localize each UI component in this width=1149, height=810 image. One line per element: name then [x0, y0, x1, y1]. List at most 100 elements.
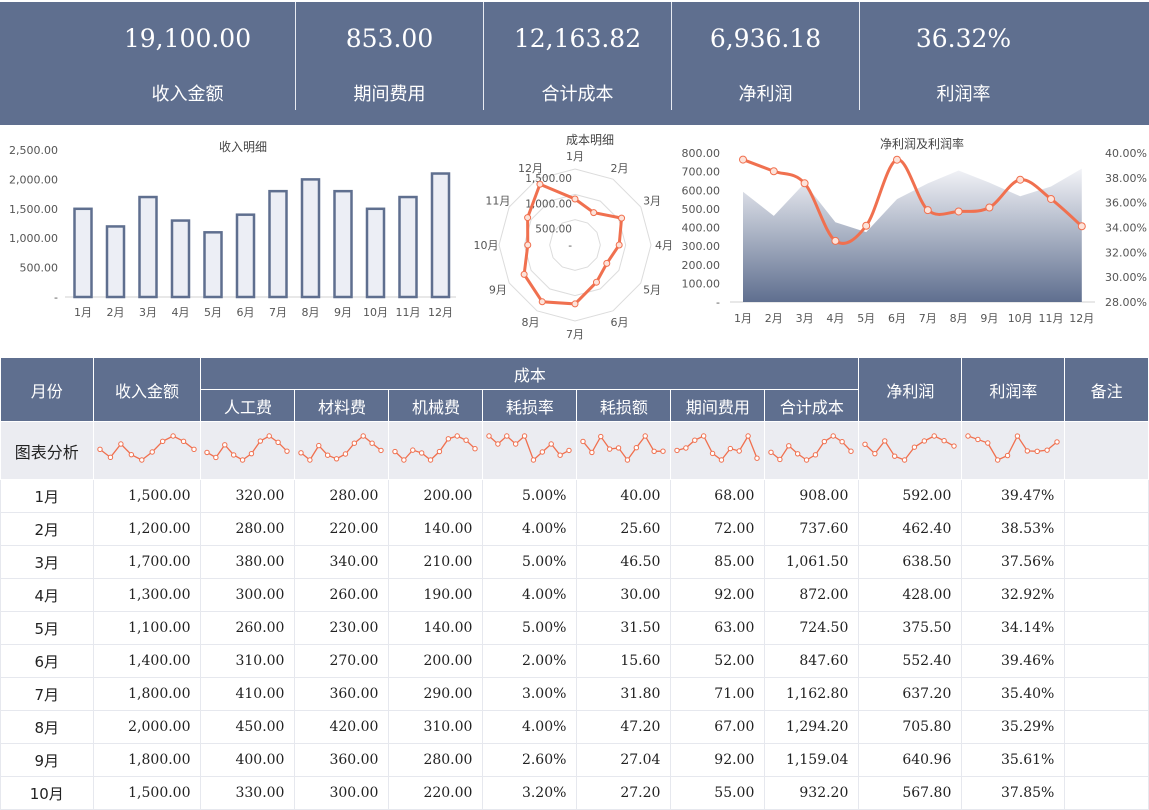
note-cell: [1064, 710, 1149, 744]
x-tick-label: 4月: [172, 306, 190, 319]
note-cell: [1064, 644, 1149, 678]
table-row: 8月 2,000.00 450.00 420.00 310.00 4.00% 47.20 67…: [0, 710, 1149, 744]
y-tick-label: 1,000.00: [9, 232, 58, 245]
profit-rate-point-10: [1016, 175, 1025, 184]
bar-11: [398, 195, 418, 299]
value-cell: 4.00%: [482, 710, 578, 744]
radar-point-12: [536, 180, 544, 188]
value-cell: 140.00: [388, 611, 484, 645]
table-row: 6月 1,400.00 310.00 270.00 200.00 2.00% 15.60 52…: [0, 644, 1149, 678]
value-cell: 67.00: [670, 710, 766, 744]
month-cell: 2月: [0, 512, 94, 546]
x-tick-label: 6月: [888, 312, 906, 325]
header-loss-amount: 耗损额: [576, 389, 672, 422]
value-cell: 1,300.00: [92, 578, 202, 612]
value-cell: 310.00: [388, 710, 484, 744]
radar-point-3: [618, 214, 626, 222]
value-cell: 908.00: [764, 479, 860, 513]
value-cell: 35.61%: [961, 743, 1066, 777]
value-cell: 400.00: [200, 743, 296, 777]
profit-rate-point-1: [739, 155, 747, 164]
value-cell: 85.00: [670, 545, 766, 579]
value-cell: 280.00: [294, 479, 390, 513]
sparkline-cell: [961, 421, 1066, 480]
y-left-tick-label: 300.00: [682, 240, 721, 253]
table-row: 3月 1,700.00 380.00 340.00 210.00 5.00% 46.50 85…: [0, 545, 1149, 579]
kpi-card: 36.32% 利润率: [859, 2, 1067, 110]
value-cell: 1,159.04: [764, 743, 860, 777]
value-cell: 34.14%: [961, 611, 1066, 645]
sparkline: [486, 433, 573, 463]
sparkline-cell: [388, 421, 484, 480]
value-cell: 1,400.00: [92, 644, 202, 678]
month-cell: 6月: [0, 644, 94, 678]
value-cell: 280.00: [200, 512, 296, 546]
y-tick-label: 1,500.00: [9, 203, 58, 216]
radar-axis-label: 11月: [485, 195, 510, 208]
bar-1: [73, 207, 93, 299]
bar-6: [235, 213, 256, 299]
sparkline-cell: [92, 421, 202, 480]
table-row: 4月 1,300.00 300.00 260.00 190.00 4.00% 30.00 92…: [0, 578, 1149, 612]
x-tick-label: 11月: [396, 306, 421, 319]
sparkline: [298, 433, 385, 463]
table-row: 7月 1,800.00 410.00 360.00 290.00 3.00% 31.80 71…: [0, 677, 1149, 711]
kpi-label: 收入金额: [151, 84, 224, 105]
radar-axis-label: 4月: [655, 239, 673, 252]
spark-label: 图表分析: [0, 421, 94, 480]
value-cell: 1,294.20: [764, 710, 860, 744]
x-tick-label: 1月: [734, 312, 752, 325]
value-cell: 35.40%: [961, 677, 1066, 711]
note-cell: [1064, 677, 1149, 711]
sparkline-cell: [858, 421, 963, 480]
value-cell: 71.00: [670, 677, 766, 711]
value-cell: 4.00%: [482, 578, 578, 612]
value-cell: 27.04: [576, 743, 672, 777]
note-cell: [1064, 743, 1149, 777]
bar-chart-title: 收入明细: [219, 140, 267, 154]
radar-tick-label: 500.00: [535, 224, 572, 236]
value-cell: 640.96: [858, 743, 963, 777]
y-left-tick-label: 200.00: [682, 259, 721, 272]
value-cell: 270.00: [294, 644, 390, 678]
value-cell: 300.00: [294, 776, 390, 810]
value-cell: 25.60: [576, 512, 672, 546]
x-tick-label: 9月: [334, 306, 352, 319]
sparkline-cell: [200, 421, 296, 480]
value-cell: 38.53%: [961, 512, 1066, 546]
radar-point-7: [571, 300, 579, 308]
value-cell: 200.00: [388, 644, 484, 678]
value-cell: 724.50: [764, 611, 860, 645]
sparkline: [862, 433, 958, 463]
header-labor: 人工费: [200, 389, 296, 422]
value-cell: 450.00: [200, 710, 296, 744]
value-cell: 40.00: [576, 479, 672, 513]
profit-rate-point-6: [893, 155, 901, 164]
value-cell: 35.29%: [961, 710, 1066, 744]
value-cell: 92.00: [670, 743, 766, 777]
value-cell: 330.00: [200, 776, 296, 810]
value-cell: 39.46%: [961, 644, 1066, 678]
radar-axis-label: 2月: [611, 162, 629, 175]
radar-tick-label: 1,000.00: [525, 198, 572, 210]
value-cell: 47.20: [576, 710, 672, 744]
value-cell: 1,100.00: [92, 611, 202, 645]
value-cell: 92.00: [670, 578, 766, 612]
month-cell: 1月: [0, 479, 94, 513]
value-cell: 637.20: [858, 677, 963, 711]
radar-axis-label: 9月: [489, 284, 507, 297]
note-cell: [1064, 776, 1149, 810]
value-cell: 592.00: [858, 479, 963, 513]
value-cell: 2.00%: [482, 644, 578, 678]
value-cell: 46.50: [576, 545, 672, 579]
radar-axis-label: 5月: [643, 284, 661, 297]
radar-axis-label: 1月: [566, 150, 584, 163]
kpi-value: 6,936.18: [709, 24, 822, 53]
value-cell: 310.00: [200, 644, 296, 678]
radar-point-6: [592, 278, 600, 286]
value-cell: 32.92%: [961, 578, 1066, 612]
value-cell: 2,000.00: [92, 710, 202, 744]
note-cell: [1064, 479, 1149, 513]
value-cell: 37.85%: [961, 776, 1066, 810]
x-tick-label: 5月: [857, 312, 875, 325]
